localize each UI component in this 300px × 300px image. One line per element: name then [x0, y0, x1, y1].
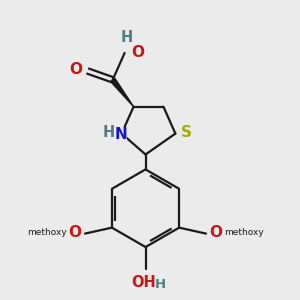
- Text: S: S: [181, 125, 192, 140]
- Text: O: O: [68, 225, 81, 240]
- Text: N: N: [115, 127, 128, 142]
- Text: H: H: [154, 278, 166, 291]
- Text: H: H: [103, 124, 115, 140]
- Text: H: H: [121, 30, 133, 45]
- Text: O: O: [69, 62, 82, 77]
- Text: OH: OH: [132, 275, 156, 290]
- Text: O: O: [210, 225, 223, 240]
- Text: O: O: [131, 45, 144, 60]
- Polygon shape: [111, 78, 134, 107]
- Text: methoxy: methoxy: [27, 228, 67, 237]
- Text: methoxy: methoxy: [224, 228, 264, 237]
